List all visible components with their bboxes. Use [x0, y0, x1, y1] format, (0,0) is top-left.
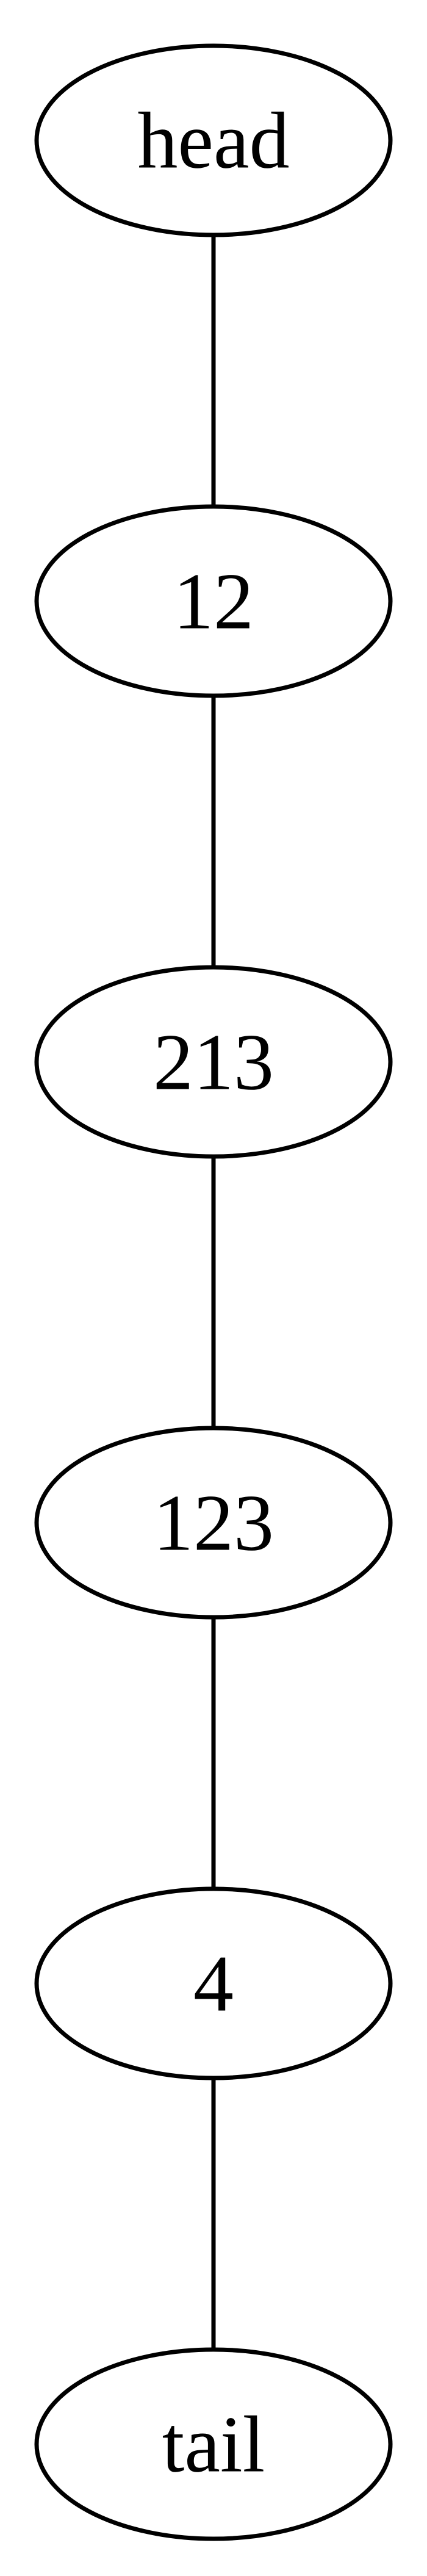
node-ellipse [34, 504, 393, 698]
node-ellipse [34, 1426, 393, 1620]
node-label: 4 [193, 1939, 234, 2029]
node-ellipse [34, 965, 393, 1159]
node-label: 123 [153, 1478, 274, 1568]
node-ellipse [34, 1886, 393, 2080]
node-label: head [137, 96, 289, 186]
node-n123: 123 [34, 1426, 393, 1620]
node-head: head [34, 43, 393, 237]
node-label: 213 [153, 1017, 274, 1107]
node-n4: 4 [34, 1886, 393, 2080]
node-label: 12 [173, 557, 254, 646]
node-label: tail [162, 2400, 265, 2489]
node-n12: 12 [34, 504, 393, 698]
node-ellipse [34, 43, 393, 237]
node-n213: 213 [34, 965, 393, 1159]
nodes-layer: head 12 213 123 4 tail [34, 43, 393, 2541]
node-ellipse [34, 2347, 393, 2541]
node-tail: tail [34, 2347, 393, 2541]
